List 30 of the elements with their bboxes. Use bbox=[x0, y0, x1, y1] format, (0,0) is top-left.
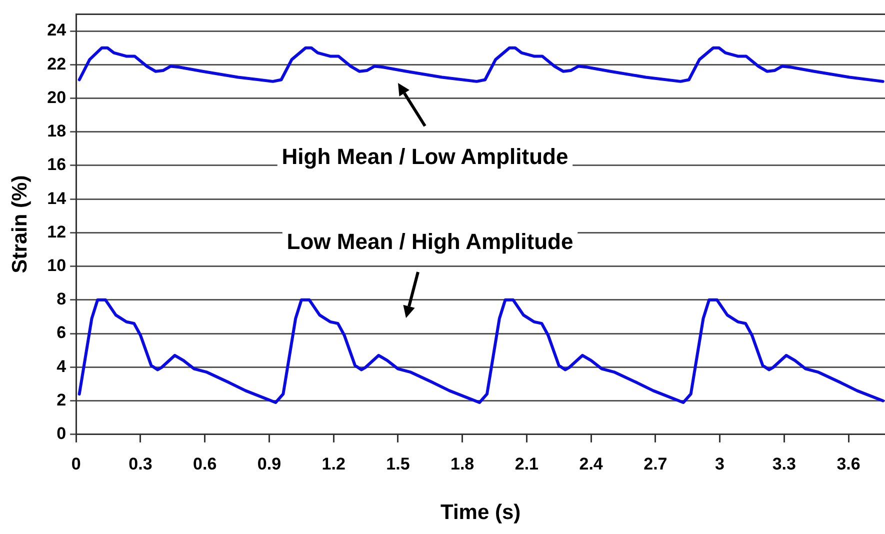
annotation: High Mean / Low Amplitude bbox=[282, 144, 568, 170]
y-tick-label: 24 bbox=[47, 20, 67, 40]
x-tick-label: 1.2 bbox=[322, 454, 346, 474]
y-tick-label: 18 bbox=[47, 122, 66, 141]
x-tick-label: 0.6 bbox=[193, 454, 217, 474]
x-tick-label: 2.7 bbox=[644, 454, 668, 474]
y-tick-label: 2 bbox=[56, 390, 66, 410]
x-tick-label: 0.3 bbox=[128, 454, 152, 474]
y-tick-label: 10 bbox=[47, 256, 66, 276]
y-tick-label: 22 bbox=[47, 54, 66, 74]
y-axis-title: Strain (%) bbox=[8, 175, 32, 274]
annotation: Low Mean / High Amplitude bbox=[286, 229, 574, 254]
y-tick-label: 12 bbox=[47, 222, 66, 242]
y-tick-label: 16 bbox=[47, 155, 66, 174]
y-tick-label: 20 bbox=[47, 88, 66, 107]
x-tick-label: 0.9 bbox=[257, 454, 282, 474]
x-tick-label: 2.4 bbox=[579, 454, 604, 474]
x-tick-label: 3 bbox=[715, 454, 725, 474]
x-tick-label: 0 bbox=[71, 454, 81, 474]
x-tick-label: 2.1 bbox=[514, 454, 539, 474]
x-tick-label: 1.8 bbox=[450, 454, 474, 474]
x-tick-label: 3.6 bbox=[836, 454, 860, 474]
y-tick-label: 0 bbox=[56, 424, 66, 444]
x-tick-label: 3.3 bbox=[772, 454, 796, 474]
y-tick-label: 14 bbox=[47, 188, 67, 208]
y-tick-label: 6 bbox=[56, 323, 66, 342]
x-tick-label: 1.5 bbox=[386, 454, 410, 474]
y-tick-label: 4 bbox=[56, 356, 67, 376]
x-axis-title: Time (s) bbox=[440, 501, 521, 524]
y-tick-label: 8 bbox=[56, 290, 66, 309]
